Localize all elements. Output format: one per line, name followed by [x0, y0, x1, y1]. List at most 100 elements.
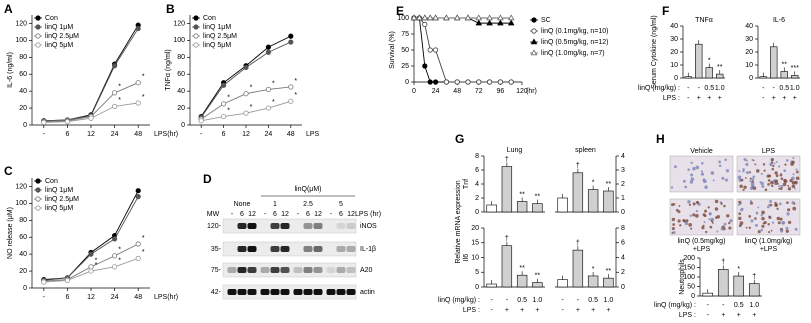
cell-dot [714, 207, 719, 211]
marker [112, 103, 118, 109]
cell-dot [672, 231, 676, 234]
marker [88, 251, 94, 257]
cell-dot [692, 202, 696, 206]
blot-band [237, 267, 247, 273]
row-cell: + [576, 307, 580, 314]
y-tick-label: 0 [691, 293, 695, 300]
lane-axis-label: LPS (hr) [355, 211, 381, 218]
y-tick-label: 20 [471, 225, 479, 232]
marker [410, 14, 418, 21]
cell-dot [740, 178, 744, 182]
marker [507, 14, 515, 21]
cell-dot [761, 210, 765, 215]
cell-dot [761, 224, 765, 228]
marker [243, 110, 249, 116]
bar [532, 203, 543, 213]
marker [475, 19, 483, 26]
row-cell: 0.5 [588, 297, 598, 304]
cell-dot [775, 161, 778, 163]
y-axis-label: Serum Cytokine (ng/ml) [651, 15, 658, 89]
bar [705, 67, 713, 79]
y-tick-label: 4 [621, 153, 625, 160]
bar [501, 166, 513, 213]
blot-band [270, 289, 280, 295]
cell-dot [711, 221, 714, 224]
cell-dot [787, 208, 791, 212]
legend-label: linQ 5μM [45, 42, 73, 49]
cell-dot [679, 224, 682, 227]
cell-dot [785, 226, 789, 230]
y-tick-label: 4 [621, 254, 625, 261]
cell-dot [791, 160, 795, 164]
cell-dot [685, 221, 688, 224]
bar [501, 245, 513, 288]
cell-dot [725, 169, 730, 173]
cell-dot [792, 206, 797, 211]
cell-dot [710, 220, 713, 223]
annotation: * [118, 247, 121, 254]
y-tick-label: 50 [401, 47, 409, 54]
marker [135, 188, 141, 194]
cell-dot [759, 181, 762, 183]
cell-dot [712, 179, 715, 182]
y-tick-label: 60 [19, 234, 27, 241]
cell-dot [695, 165, 700, 170]
y-tick-label: 20 [745, 49, 753, 56]
image-label: +LPS [760, 246, 778, 253]
y-tick-label: 0 [621, 284, 625, 291]
annotation: ** [717, 64, 723, 71]
blot-band [280, 246, 290, 252]
row-cell: 0.5 [734, 302, 744, 309]
marker [41, 119, 47, 126]
cell-dot [738, 170, 741, 173]
cell-dot [751, 158, 754, 161]
series-line [43, 243, 139, 282]
y-axis-label: Il6 [463, 254, 470, 262]
legend-label: linQ 2.5μM [45, 33, 79, 40]
x-tick-label: - [200, 131, 203, 138]
marker [265, 44, 271, 50]
cell-dot [777, 165, 781, 168]
blot-band [237, 223, 247, 229]
lane-label: 6 [306, 211, 310, 218]
cell-dot [782, 182, 787, 187]
y-tick-label: 2 [621, 269, 625, 276]
y-tick-label: 0 [181, 122, 185, 129]
x-tick-label: 6 [65, 294, 69, 301]
marker [288, 33, 294, 39]
cell-dot [684, 185, 688, 189]
bar [557, 197, 568, 213]
cell-dot [761, 184, 765, 188]
cell-dot [787, 187, 792, 191]
cell-dot [675, 208, 679, 212]
y-tick-label: 15 [471, 240, 479, 247]
x-tick-label: 48 [134, 131, 142, 138]
cell-dot [690, 227, 693, 230]
blot-band [270, 267, 280, 273]
marker [112, 236, 118, 242]
row-cell: 1.0 [533, 297, 543, 304]
cell-dot [688, 203, 692, 206]
marker [265, 105, 271, 111]
cell-dot [696, 201, 699, 204]
cell-dot [708, 212, 712, 216]
y-tick-label: 40 [670, 23, 678, 30]
y-tick-label: 0 [23, 122, 27, 129]
marker [193, 15, 199, 21]
annotation: * [118, 84, 121, 91]
blot-band [313, 267, 323, 273]
y-tick-label: 200 [683, 255, 695, 262]
marker [464, 14, 472, 21]
blot-band [270, 246, 280, 252]
cell-dot [780, 229, 784, 233]
cell-dot [718, 164, 722, 168]
cell-dot [729, 219, 733, 223]
y-tick-label: 80 [19, 54, 27, 61]
bar [532, 282, 543, 288]
cell-dot [703, 179, 707, 184]
group-label: linQ(μM) [295, 186, 322, 193]
chart-title: Lung [507, 147, 523, 154]
marker [465, 79, 471, 85]
panel-label: E [396, 4, 404, 18]
